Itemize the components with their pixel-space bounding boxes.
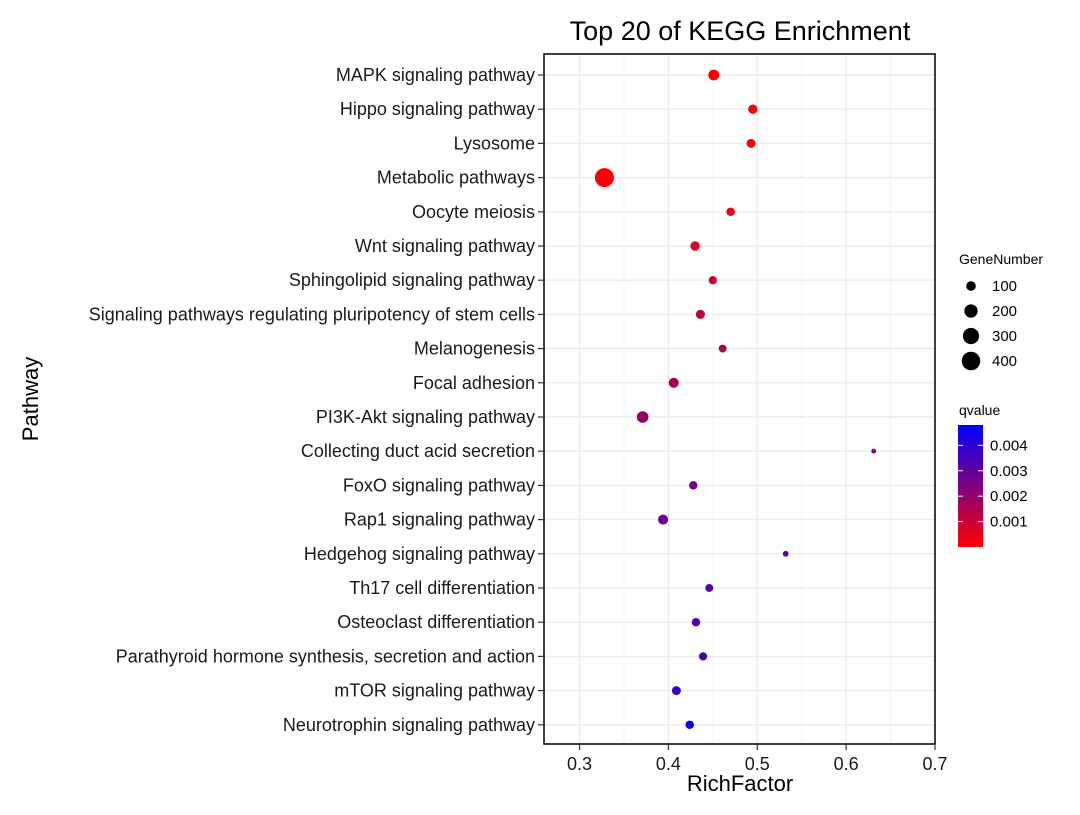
color-legend-title: qvalue xyxy=(959,402,1000,418)
data-point xyxy=(658,514,669,525)
data-point xyxy=(636,411,649,423)
data-point xyxy=(708,276,717,285)
size-legend: GeneNumber 100 200 300 400 xyxy=(959,251,1043,371)
y-tick-label: Focal adhesion xyxy=(413,373,535,393)
data-point xyxy=(671,686,681,696)
data-points xyxy=(594,69,877,730)
size-legend-label: 300 xyxy=(992,328,1017,345)
y-tick-label: Hedgehog signaling pathway xyxy=(304,544,535,564)
y-tick-label: mTOR signaling pathway xyxy=(334,681,535,701)
size-legend-key xyxy=(966,281,976,291)
colorbar-tick-label: 0.001 xyxy=(990,514,1028,531)
y-tick-label: Signaling pathways regulating pluripoten… xyxy=(89,304,535,324)
y-tick-label: PI3K-Akt signaling pathway xyxy=(316,407,535,427)
size-legend-key xyxy=(962,327,980,345)
x-axis: 0.3 0.4 0.5 0.6 0.7 xyxy=(567,744,948,774)
data-point xyxy=(871,448,877,454)
y-tick-label: Rap1 signaling pathway xyxy=(344,510,535,530)
plot-panel-border xyxy=(543,53,936,745)
data-point xyxy=(689,481,698,490)
color-legend: qvalue 0.001 0.002 0.003 0.004 xyxy=(958,402,1028,547)
size-legend-key xyxy=(964,304,978,318)
data-point xyxy=(726,207,735,217)
y-tick-label: Metabolic pathways xyxy=(377,168,535,188)
grid xyxy=(544,54,936,744)
y-tick-label: MAPK signaling pathway xyxy=(336,65,535,85)
y-tick-label: Melanogenesis xyxy=(414,339,535,359)
data-point xyxy=(690,241,700,251)
size-legend-label: 100 xyxy=(992,278,1017,295)
data-point xyxy=(705,584,714,592)
y-tick-label: FoxO signaling pathway xyxy=(343,475,535,495)
x-axis-title: RichFactor xyxy=(687,771,793,796)
size-legend-label: 400 xyxy=(992,353,1017,370)
size-legend-title: GeneNumber xyxy=(959,251,1043,267)
y-tick-label: Lysosome xyxy=(454,133,535,153)
y-tick-label: Wnt signaling pathway xyxy=(355,236,535,256)
x-tick-label: 0.4 xyxy=(656,754,681,774)
colorbar-tick-label: 0.004 xyxy=(990,437,1028,454)
y-tick-label: Hippo signaling pathway xyxy=(340,99,535,119)
y-tick-label: Th17 cell differentiation xyxy=(349,578,535,598)
y-tick-label: Collecting duct acid secretion xyxy=(301,441,535,461)
chart-title: Top 20 of KEGG Enrichment xyxy=(570,16,911,46)
size-legend-key xyxy=(961,351,981,371)
data-point xyxy=(594,168,614,188)
colorbar-tick-label: 0.002 xyxy=(990,488,1028,505)
colorbar-tick-label: 0.003 xyxy=(990,463,1028,480)
y-tick-label: Osteoclast differentiation xyxy=(337,612,535,632)
x-tick-label: 0.6 xyxy=(834,754,859,774)
data-point xyxy=(748,104,758,114)
data-point xyxy=(685,720,694,730)
data-point xyxy=(668,377,679,388)
x-tick-label: 0.5 xyxy=(745,754,770,774)
y-axis-title: Pathway xyxy=(18,357,43,441)
data-point xyxy=(698,652,708,661)
y-tick-label: Neurotrophin signaling pathway xyxy=(283,715,535,735)
y-tick-label: Parathyroid hormone synthesis, secretion… xyxy=(116,646,535,666)
x-tick-label: 0.3 xyxy=(567,754,592,774)
data-point xyxy=(695,309,705,319)
colorbar xyxy=(958,425,983,547)
data-point xyxy=(708,69,720,81)
y-tick-label: Oocyte meiosis xyxy=(412,202,535,222)
size-legend-label: 200 xyxy=(992,303,1017,320)
y-tick-label: Sphingolipid signaling pathway xyxy=(289,270,535,290)
y-axis: MAPK signaling pathway Hippo signaling pa… xyxy=(89,65,544,735)
data-point xyxy=(691,617,701,627)
x-tick-label: 0.7 xyxy=(922,754,947,774)
data-point xyxy=(782,550,789,557)
data-point xyxy=(746,138,756,148)
data-point xyxy=(718,344,727,353)
